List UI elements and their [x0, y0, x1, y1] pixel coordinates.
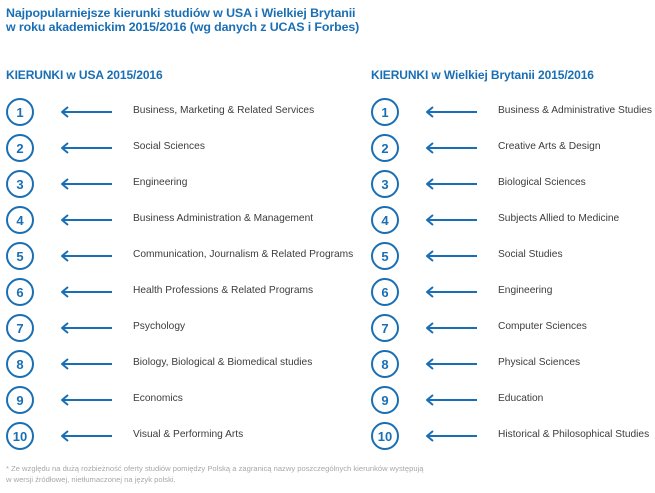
rank-badge: 6: [371, 278, 399, 306]
uk-list-item: 7 Computer Sciences: [371, 314, 651, 350]
rank-badge: 6: [6, 278, 34, 306]
rank-badge: 2: [371, 134, 399, 162]
arrow-left-icon: [426, 106, 477, 118]
uk-list-item: 9 Education: [371, 386, 651, 422]
rank-badge: 1: [371, 98, 399, 126]
arrow-left-icon: [426, 430, 477, 442]
field-of-study-label: Business & Administrative Studies: [498, 105, 653, 116]
field-of-study-label: Social Sciences: [133, 141, 205, 152]
field-of-study-label: Historical & Philosophical Studies: [498, 429, 650, 440]
rank-badge: 8: [371, 350, 399, 378]
arrow-left-icon: [61, 430, 112, 442]
rank-badge: 10: [6, 422, 34, 450]
usa-list-item: 8 Biology, Biological & Biomedical studie…: [6, 350, 346, 386]
uk-list-item: 3 Biological Sciences: [371, 170, 651, 206]
usa-list-item: 10 Visual & Performing Arts: [6, 422, 346, 458]
rank-badge: 2: [6, 134, 34, 162]
rank-badge: 3: [6, 170, 34, 198]
field-of-study-label: Biology, Biological & Biomedical studies: [133, 357, 313, 368]
usa-list-item: 3 Engineering: [6, 170, 346, 206]
uk-list-item: 4 Subjects Allied to Medicine: [371, 206, 651, 242]
usa-list-item: 5 Communication, Journalism & Related Pro…: [6, 242, 353, 278]
field-of-study-label: Physical Sciences: [498, 357, 581, 368]
arrow-left-icon: [426, 214, 477, 226]
uk-list-item: 2 Creative Arts & Design: [371, 134, 651, 170]
field-of-study-label: Creative Arts & Design: [498, 141, 601, 152]
field-of-study-label: Economics: [133, 393, 183, 404]
usa-list-item: 4 Business Administration & Management: [6, 206, 346, 242]
field-of-study-label: Psychology: [133, 321, 186, 332]
field-of-study-label: Visual & Performing Arts: [133, 429, 244, 440]
rank-badge: 8: [6, 350, 34, 378]
arrow-left-icon: [61, 286, 112, 298]
uk-list-item: 1 Business & Administrative Studies: [371, 98, 653, 134]
usa-heading: KIERUNKI w USA 2015/2016: [6, 68, 163, 82]
field-of-study-label: Computer Sciences: [498, 321, 587, 332]
usa-list-item: 6 Health Professions & Related Programs: [6, 278, 346, 314]
rank-badge: 7: [6, 314, 34, 342]
arrow-left-icon: [61, 322, 112, 334]
arrow-left-icon: [426, 142, 477, 154]
uk-list-item: 5 Social Studies: [371, 242, 651, 278]
uk-column: KIERUNKI w Wielkiej Brytanii 2015/2016 1…: [371, 68, 653, 458]
uk-list: 1 Business & Administrative Studies 2 Creat…: [371, 98, 653, 458]
field-of-study-label: Health Professions & Related Programs: [133, 285, 314, 296]
arrow-left-icon: [61, 142, 112, 154]
usa-column: KIERUNKI w USA 2015/2016 1 Business, Mark…: [6, 68, 353, 458]
rank-badge: 9: [6, 386, 34, 414]
footnote-line-2: w wersji źródłowej, nietłumaczonej na ję…: [6, 475, 176, 484]
usa-list-item: 2 Social Sciences: [6, 134, 346, 170]
arrow-left-icon: [426, 394, 477, 406]
footnote-line-1: * Ze względu na dużą rozbieżność oferty …: [6, 464, 424, 473]
field-of-study-label: Biological Sciences: [498, 177, 586, 188]
page-title-line-1: Najpopularniejsze kierunki studiów w USA…: [6, 6, 356, 20]
footnote: * Ze względu na dużą rozbieżność oferty …: [6, 463, 646, 485]
arrow-left-icon: [61, 394, 112, 406]
rank-badge: 3: [371, 170, 399, 198]
arrow-left-icon: [61, 214, 112, 226]
usa-list-item: 1 Business, Marketing & Related Services: [6, 98, 346, 134]
uk-list-item: 8 Physical Sciences: [371, 350, 651, 386]
uk-heading: KIERUNKI w Wielkiej Brytanii 2015/2016: [371, 68, 594, 82]
rank-badge: 5: [6, 242, 34, 270]
usa-list-item: 9 Economics: [6, 386, 346, 422]
field-of-study-label: Subjects Allied to Medicine: [498, 213, 620, 224]
rank-badge: 1: [6, 98, 34, 126]
page-title-line-2: w roku akademickim 2015/2016 (wg danych …: [6, 20, 360, 34]
rank-badge: 7: [371, 314, 399, 342]
field-of-study-label: Business, Marketing & Related Services: [133, 105, 315, 116]
arrow-left-icon: [426, 358, 477, 370]
uk-list-item: 6 Engineering: [371, 278, 651, 314]
field-of-study-label: Business Administration & Management: [133, 213, 314, 224]
field-of-study-label: Engineering: [498, 285, 553, 296]
usa-list: 1 Business, Marketing & Related Services 2…: [6, 98, 353, 458]
usa-list-item: 7 Psychology: [6, 314, 346, 350]
uk-list-item: 10 Historical & Philosophical Studies: [371, 422, 651, 458]
arrow-left-icon: [426, 178, 477, 190]
arrow-left-icon: [426, 250, 477, 262]
rank-badge: 4: [6, 206, 34, 234]
arrow-left-icon: [426, 322, 477, 334]
field-of-study-label: Communication, Journalism & Related Prog…: [133, 249, 354, 260]
arrow-left-icon: [61, 358, 112, 370]
field-of-study-label: Social Studies: [498, 249, 563, 260]
rank-badge: 9: [371, 386, 399, 414]
arrow-left-icon: [426, 286, 477, 298]
arrow-left-icon: [61, 178, 112, 190]
rank-badge: 10: [371, 422, 399, 450]
field-of-study-label: Education: [498, 393, 544, 404]
rank-badge: 4: [371, 206, 399, 234]
page-title: Najpopularniejsze kierunki studiów w USA…: [6, 6, 359, 34]
arrow-left-icon: [61, 106, 112, 118]
rank-badge: 5: [371, 242, 399, 270]
arrow-left-icon: [61, 250, 112, 262]
field-of-study-label: Engineering: [133, 177, 188, 188]
